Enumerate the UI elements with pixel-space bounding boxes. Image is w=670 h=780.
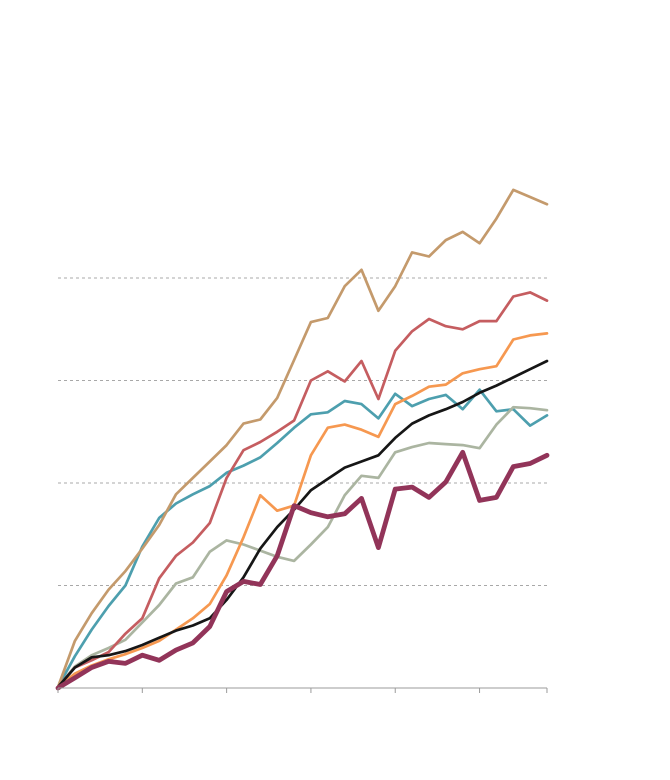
series-black-line xyxy=(56,359,549,689)
series-tan-line xyxy=(56,188,549,689)
series-orange-line xyxy=(56,332,549,689)
series-red-line xyxy=(56,291,549,689)
chart-series xyxy=(55,188,550,691)
series-sage-line xyxy=(56,405,549,689)
x-axis xyxy=(57,687,548,693)
series-maroon-line xyxy=(55,449,550,691)
series-teal-line xyxy=(56,388,549,689)
